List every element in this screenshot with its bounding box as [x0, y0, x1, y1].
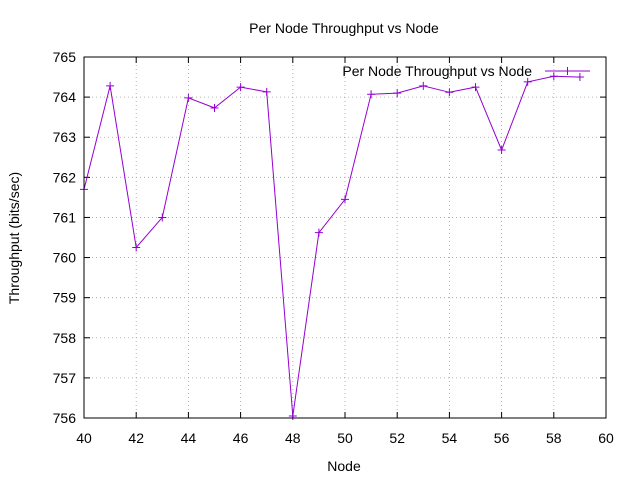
y-axis-label: Throughput (bits/sec): [6, 172, 22, 304]
series-line: [83, 75, 580, 417]
y-tick-label: 763: [53, 129, 77, 145]
series-layer: [80, 72, 584, 420]
data-point-marker: [497, 146, 506, 155]
x-tick-label: 54: [442, 430, 458, 446]
data-point-marker: [210, 103, 219, 112]
legend-marker-sample: [563, 67, 572, 75]
data-point-marker: [367, 90, 376, 99]
data-point-marker: [575, 73, 584, 82]
data-point-marker: [314, 228, 323, 237]
y-tick-label: 757: [53, 370, 77, 386]
data-point-marker: [158, 213, 167, 222]
data-point-marker: [523, 77, 532, 86]
y-tick-label: 756: [53, 410, 77, 426]
x-tick-label: 44: [181, 430, 197, 446]
data-point-marker: [262, 87, 271, 96]
x-tick-label: 48: [285, 430, 301, 446]
data-point-marker: [288, 411, 297, 420]
data-point-marker: [184, 93, 193, 102]
x-tick-label: 60: [598, 430, 614, 446]
plot-frame: [83, 56, 607, 419]
grid-lines: [84, 57, 606, 418]
data-point-marker: [419, 81, 428, 90]
y-tick-label: 762: [53, 169, 77, 185]
data-point-marker: [236, 83, 245, 92]
data-point-marker: [132, 243, 141, 252]
x-tick-label: 46: [233, 430, 249, 446]
data-point-marker: [106, 81, 115, 90]
legend-label: Per Node Throughput vs Node: [342, 63, 532, 79]
y-tick-label: 759: [53, 290, 77, 306]
x-tick-label: 42: [128, 430, 144, 446]
x-tick-label: 52: [389, 430, 405, 446]
data-point-marker: [549, 72, 558, 81]
chart-title: Per Node Throughput vs Node: [249, 20, 439, 36]
data-point-marker: [471, 83, 480, 92]
y-tick-label: 765: [53, 49, 77, 65]
y-tick-label: 760: [53, 250, 77, 266]
x-tick-label: 58: [546, 430, 562, 446]
data-point-marker: [445, 88, 454, 97]
y-tick-label: 764: [53, 89, 77, 105]
axis-ticks: 40 42 44 46 48 50 52 54 56 58 60 756 757 758 759 760 761…: [53, 49, 614, 446]
y-tick-label: 758: [53, 330, 77, 346]
x-axis-label: Node: [327, 458, 361, 474]
data-point-marker: [393, 89, 402, 98]
x-tick-label: 50: [337, 430, 353, 446]
y-tick-label: 761: [53, 209, 77, 225]
data-point-marker: [341, 195, 349, 204]
x-tick-label: 56: [494, 430, 510, 446]
x-tick-label: 40: [76, 430, 92, 446]
legend: Per Node Throughput vs Node: [342, 63, 590, 79]
